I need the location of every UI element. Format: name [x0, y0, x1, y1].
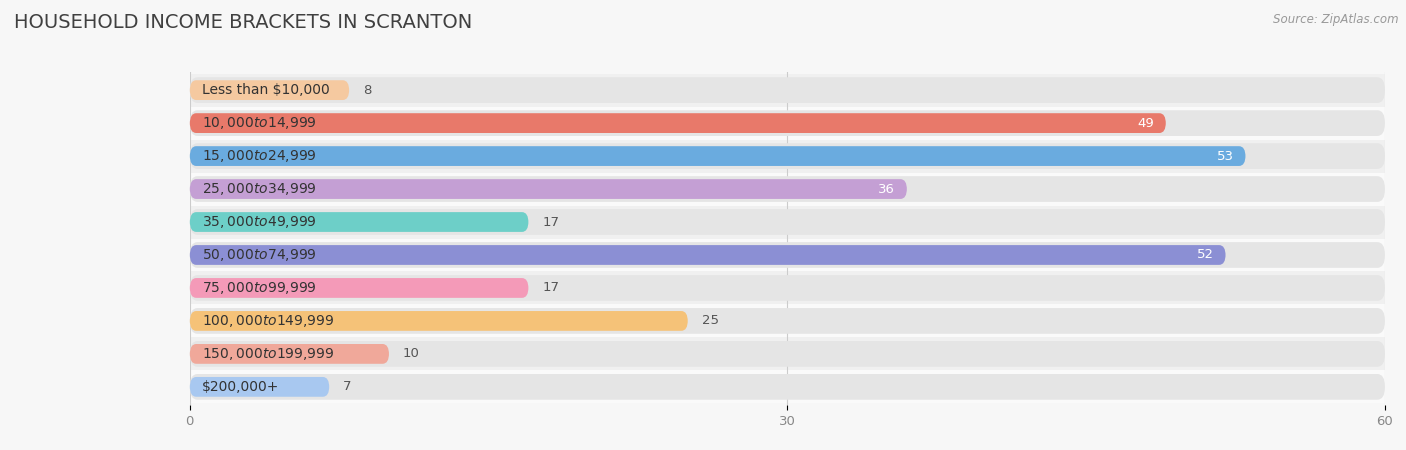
Text: 25: 25 — [702, 315, 718, 328]
Bar — [190, 172, 1385, 206]
FancyBboxPatch shape — [190, 311, 688, 331]
FancyBboxPatch shape — [190, 212, 529, 232]
FancyBboxPatch shape — [190, 275, 1385, 301]
FancyBboxPatch shape — [190, 308, 1385, 334]
FancyBboxPatch shape — [190, 242, 1385, 268]
FancyBboxPatch shape — [190, 143, 1385, 169]
Text: $75,000 to $99,999: $75,000 to $99,999 — [202, 280, 316, 296]
Text: 53: 53 — [1216, 149, 1233, 162]
FancyBboxPatch shape — [190, 176, 1385, 202]
Bar — [190, 238, 1385, 271]
Bar — [190, 107, 1385, 140]
FancyBboxPatch shape — [190, 110, 1385, 136]
Bar — [190, 74, 1385, 107]
Bar — [190, 305, 1385, 338]
FancyBboxPatch shape — [190, 344, 389, 364]
Text: $10,000 to $14,999: $10,000 to $14,999 — [202, 115, 316, 131]
FancyBboxPatch shape — [190, 80, 349, 100]
FancyBboxPatch shape — [190, 146, 1246, 166]
FancyBboxPatch shape — [190, 341, 1385, 367]
Text: $150,000 to $199,999: $150,000 to $199,999 — [202, 346, 335, 362]
Text: $100,000 to $149,999: $100,000 to $149,999 — [202, 313, 335, 329]
Bar — [190, 140, 1385, 172]
Text: 52: 52 — [1197, 248, 1213, 261]
FancyBboxPatch shape — [190, 77, 1385, 103]
Text: $15,000 to $24,999: $15,000 to $24,999 — [202, 148, 316, 164]
Text: HOUSEHOLD INCOME BRACKETS IN SCRANTON: HOUSEHOLD INCOME BRACKETS IN SCRANTON — [14, 14, 472, 32]
Text: Less than $10,000: Less than $10,000 — [202, 83, 329, 97]
FancyBboxPatch shape — [190, 374, 1385, 400]
Text: $200,000+: $200,000+ — [202, 380, 280, 394]
FancyBboxPatch shape — [190, 209, 1385, 235]
Bar — [190, 271, 1385, 305]
Text: 7: 7 — [343, 380, 352, 393]
Bar — [190, 206, 1385, 238]
Text: 36: 36 — [877, 183, 896, 196]
FancyBboxPatch shape — [190, 113, 1166, 133]
Bar — [190, 370, 1385, 403]
Text: 49: 49 — [1137, 117, 1154, 130]
Text: 10: 10 — [404, 347, 420, 360]
Bar — [190, 338, 1385, 370]
FancyBboxPatch shape — [190, 278, 529, 298]
FancyBboxPatch shape — [190, 377, 329, 397]
Text: $50,000 to $74,999: $50,000 to $74,999 — [202, 247, 316, 263]
Text: $35,000 to $49,999: $35,000 to $49,999 — [202, 214, 316, 230]
Text: Source: ZipAtlas.com: Source: ZipAtlas.com — [1274, 14, 1399, 27]
Text: 8: 8 — [363, 84, 371, 97]
FancyBboxPatch shape — [190, 179, 907, 199]
Text: 17: 17 — [543, 216, 560, 229]
Text: 17: 17 — [543, 281, 560, 294]
FancyBboxPatch shape — [190, 245, 1226, 265]
Text: $25,000 to $34,999: $25,000 to $34,999 — [202, 181, 316, 197]
